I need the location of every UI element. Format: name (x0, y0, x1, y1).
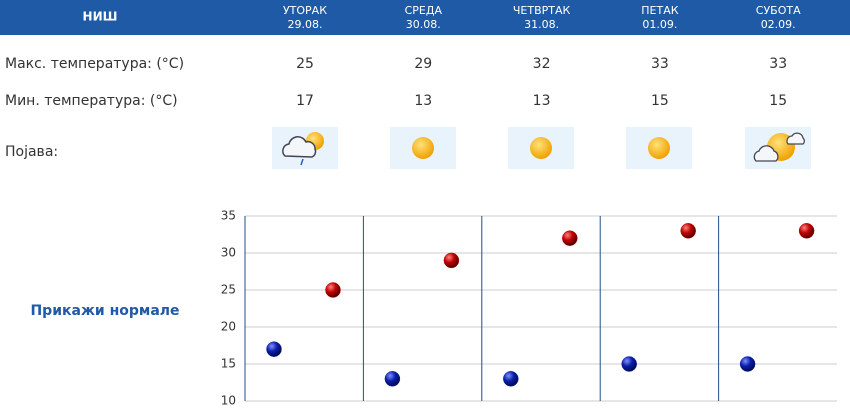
day-name: ЧЕТВРТАК (513, 4, 571, 17)
max-point (562, 230, 578, 246)
temperature-value: 13 (414, 93, 432, 109)
day-name: УТОРАК (283, 4, 327, 17)
temperature-value: 25 (296, 56, 314, 72)
min-point (621, 356, 637, 372)
temperature-value: 17 (296, 93, 314, 109)
icon-sun (508, 127, 574, 169)
icon-sun-clouds (745, 127, 811, 169)
temperature-value: 33 (769, 56, 787, 72)
temperature-value: 29 (414, 56, 432, 72)
temperature-value: 33 (651, 56, 669, 72)
icon-cloud-rain-sun (272, 127, 338, 169)
y-tick-label: 25 (221, 283, 236, 297)
y-tick-label: 20 (221, 320, 236, 334)
day-date: 31.08. (524, 18, 559, 31)
temperature-value: 13 (533, 93, 551, 109)
y-tick-label: 35 (221, 209, 236, 223)
day-name: СУБОТА (756, 4, 801, 17)
y-tick-label: 15 (221, 357, 236, 371)
day-name: СРЕДА (405, 4, 443, 17)
temperature-value: 32 (533, 56, 551, 72)
min-point (266, 341, 282, 357)
day-date: 29.08. (288, 18, 323, 31)
icon-sun (390, 127, 456, 169)
max-point (680, 223, 696, 239)
day-date: 01.09. (642, 18, 677, 31)
day-date: 30.08. (406, 18, 441, 31)
max-point (325, 282, 341, 298)
temperature-value: 15 (651, 93, 669, 109)
row-label: Појава: (5, 144, 58, 160)
row-label: Мин. температура: (°C) (5, 93, 178, 109)
y-tick-label: 10 (221, 394, 236, 408)
city-name: НИШ (83, 10, 118, 24)
row-label: Макс. температура: (°C) (5, 56, 184, 72)
y-tick-label: 30 (221, 246, 236, 260)
day-date: 02.09. (761, 18, 796, 31)
min-point (503, 371, 519, 387)
weather-icons (272, 127, 811, 169)
header-bar (0, 0, 850, 35)
temperature-value: 15 (769, 93, 787, 109)
min-point (739, 356, 756, 372)
show-normals-link[interactable]: Прикажи нормале (30, 303, 179, 319)
day-name: ПЕТАК (641, 4, 678, 17)
icon-sun (626, 127, 692, 169)
max-point (798, 223, 815, 239)
max-point (443, 252, 460, 269)
min-point (384, 371, 401, 387)
